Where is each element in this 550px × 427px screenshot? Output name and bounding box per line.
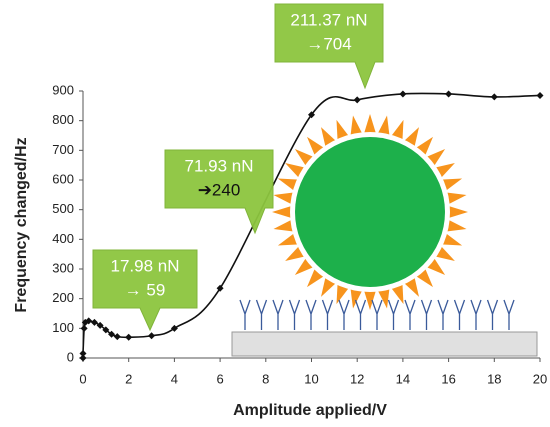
y-tick-label: 0 <box>67 349 74 364</box>
antibody <box>420 299 433 330</box>
callout-text: 17.98 nN <box>111 256 180 275</box>
marker <box>353 96 361 104</box>
callout-text: → 59 <box>125 280 166 299</box>
x-tick-label: 4 <box>171 371 178 386</box>
marker <box>79 354 87 362</box>
callout: 17.98 nN → 59 <box>92 249 198 332</box>
antibody <box>272 299 284 330</box>
marker <box>536 91 544 99</box>
spike <box>377 287 390 309</box>
antibody <box>437 299 449 330</box>
spike <box>350 115 363 137</box>
y-axis-title: Frequency changed/Hz <box>13 137 30 312</box>
marker <box>96 321 104 329</box>
callout: 71.93 nN ➔240 <box>164 149 274 235</box>
x-tick-label: 2 <box>125 371 132 386</box>
callout-box <box>274 3 384 90</box>
antibodies <box>239 299 515 330</box>
marker <box>490 93 498 101</box>
x-tick-label: 18 <box>487 371 501 386</box>
x-tick-label: 6 <box>216 371 223 386</box>
marker <box>80 324 88 332</box>
marker <box>170 324 178 332</box>
antibody <box>387 299 400 330</box>
marker <box>308 111 315 119</box>
y-tick-label: 400 <box>52 231 74 246</box>
spike <box>377 115 390 137</box>
spike <box>363 114 377 135</box>
marker <box>445 90 453 98</box>
marker <box>108 330 116 338</box>
y-tick-label: 100 <box>52 320 74 335</box>
antibody <box>239 299 251 330</box>
spike <box>445 219 467 232</box>
x-axis-title: Amplitude applied/V <box>233 402 387 419</box>
spike <box>350 287 363 309</box>
marker <box>85 317 93 325</box>
antibody <box>503 299 515 330</box>
callout-text: →704 <box>306 34 351 53</box>
antibody <box>321 299 334 330</box>
spike <box>273 192 295 205</box>
x-tick-label: 0 <box>79 371 86 386</box>
x-tick-label: 12 <box>350 371 364 386</box>
x-tick-label: 10 <box>304 371 318 386</box>
antibody <box>288 299 301 330</box>
marker <box>90 318 98 326</box>
marker <box>102 326 110 334</box>
substrate <box>231 331 538 357</box>
antibody <box>470 299 482 330</box>
antibody <box>453 299 466 330</box>
sun-core <box>295 137 445 287</box>
y-tick-label: 500 <box>52 201 74 216</box>
callout-text: 71.93 nN <box>185 156 254 175</box>
x-tick-label: 14 <box>396 371 410 386</box>
y-tick-label: 200 <box>52 290 74 305</box>
marker <box>113 333 121 341</box>
marker <box>79 350 87 358</box>
y-tick-label: 300 <box>52 260 74 275</box>
x-tick-label: 16 <box>441 371 455 386</box>
antibody <box>404 299 416 330</box>
antibody <box>371 299 383 330</box>
callout-text: ➔240 <box>198 180 241 199</box>
y-tick-label: 900 <box>52 82 74 97</box>
marker <box>216 284 224 292</box>
antibody <box>354 299 367 330</box>
x-tick-label: 20 <box>533 371 547 386</box>
callout-text: 211.37 nN <box>290 10 367 29</box>
spike <box>272 205 293 219</box>
antibody <box>486 299 499 330</box>
marker <box>399 90 407 98</box>
y-tick-label: 600 <box>52 171 74 186</box>
antibody <box>305 299 317 330</box>
antibody <box>255 299 268 330</box>
antibody <box>338 299 350 330</box>
spike <box>445 192 467 205</box>
spike <box>447 205 468 219</box>
spike <box>363 289 377 310</box>
y-tick-label: 700 <box>52 142 74 157</box>
y-tick-label: 800 <box>52 112 74 127</box>
marker <box>148 332 156 340</box>
callout-box <box>92 249 198 332</box>
callout: 211.37 nN →704 <box>274 3 384 90</box>
callout-box <box>164 149 274 235</box>
illustration <box>231 114 538 357</box>
x-tick-label: 8 <box>262 371 269 386</box>
spike <box>273 219 295 232</box>
marker <box>125 333 133 341</box>
